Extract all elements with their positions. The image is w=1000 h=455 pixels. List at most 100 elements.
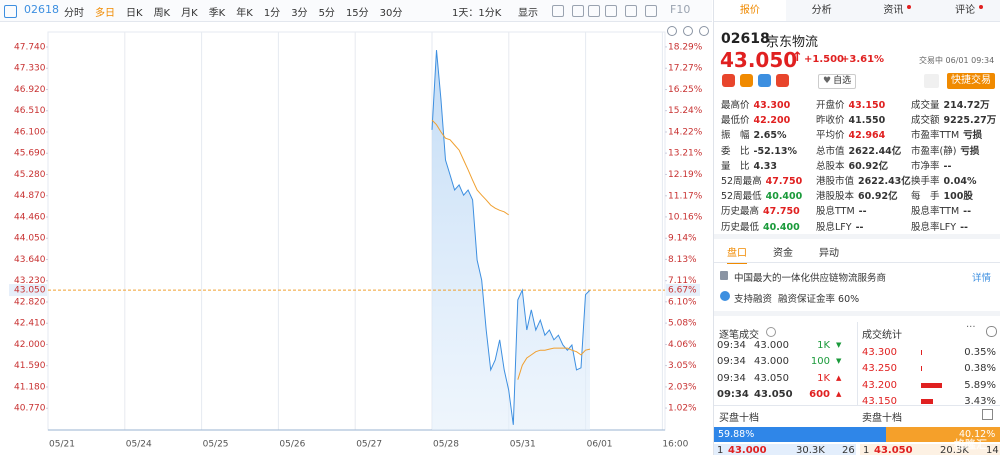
tool-icon[interactable] — [588, 5, 600, 17]
y2-tick-label: 10.16% — [668, 212, 703, 222]
volstat-row: 43.300 0.35% — [858, 345, 1000, 360]
volstat-bar — [921, 399, 933, 404]
y-tick-label: 45.690 — [14, 149, 46, 159]
sub-tab[interactable]: 异动 — [819, 248, 839, 259]
tool-icon[interactable] — [625, 5, 637, 17]
period-tab[interactable]: 季K — [208, 8, 226, 19]
stat: 市净率 -- — [911, 158, 951, 172]
stat-value: 60.92亿 — [858, 191, 898, 203]
stat: 开盘价 43.150 — [816, 97, 885, 111]
stat-label: 成交额 — [911, 115, 940, 127]
stat-value: -- — [943, 160, 952, 172]
book-cell: 43.050 — [874, 445, 913, 455]
trade-price: 43.000 — [754, 356, 789, 367]
period-tab[interactable]: 3分 — [291, 8, 308, 19]
trade-price: 43.050 — [754, 373, 789, 384]
x-tick-label: 05/26 — [279, 440, 305, 450]
margin: 支持融资 融资保证金率 60% — [734, 294, 860, 305]
stat-label: 开盘价 — [816, 100, 845, 111]
trades-list: 09:34 43.000 1K ▼ 09:34 43.000 100 ▼ 09:34 43.050… — [714, 341, 856, 403]
price-line — [431, 50, 591, 425]
volstat-row: 43.150 3.43% — [858, 394, 1000, 404]
arrow: ↑ — [792, 50, 803, 65]
divider — [714, 311, 1000, 316]
stat-label: 52周最低 — [721, 191, 762, 203]
panel-tab[interactable]: 报价 — [714, 0, 786, 21]
tool-icon[interactable] — [605, 5, 617, 17]
stat-value: 41.550 — [848, 115, 886, 127]
period-tab[interactable]: 年K — [236, 8, 253, 19]
trade-volume: 100 — [810, 356, 830, 367]
bell-button[interactable] — [924, 74, 939, 88]
volstats-title: 成交统计 — [862, 330, 902, 341]
period-tab[interactable]: 多日 — [95, 8, 115, 19]
trade-time: 09:34 — [717, 389, 749, 400]
period-select[interactable]: 1天：1分K — [452, 8, 502, 19]
divider — [714, 262, 1000, 263]
panel-tab[interactable]: 评论 — [929, 0, 1000, 21]
panel-tab[interactable]: 资讯 — [858, 0, 930, 21]
period-tab[interactable]: 日K — [126, 8, 143, 19]
sell-row: 1 43.050 20.3K 14 — [860, 444, 1000, 455]
period-tab[interactable]: 分时 — [64, 8, 84, 19]
period-tab[interactable]: 1分 — [263, 8, 281, 19]
detail-link[interactable]: 详情 — [972, 273, 992, 284]
stat-value: 4.33 — [753, 160, 777, 172]
buy-pct: 59.88% — [718, 429, 755, 440]
trade-side: ▲ — [836, 374, 842, 382]
zoom-icon — [683, 26, 693, 36]
expand-icon[interactable] — [986, 326, 997, 337]
stat: 港股股本 60.92亿 — [816, 188, 898, 202]
stat-value: 9225.27万 — [943, 115, 997, 127]
more-icon: ··· — [966, 322, 976, 333]
tool-icon[interactable] — [552, 5, 564, 17]
tool-icon[interactable] — [572, 5, 584, 17]
quick-trade[interactable]: 快捷交易 — [947, 73, 995, 89]
y2-tick-label: 9.14% — [668, 234, 697, 244]
watch-button[interactable]: ♥ 自选 — [818, 74, 857, 89]
sub-tab[interactable]: 资金 — [773, 248, 793, 259]
stat-label: 成交量 — [911, 100, 940, 111]
y2-tick-label: 12.19% — [668, 170, 703, 180]
trade-volume: 1K — [817, 373, 830, 384]
y-tick-label: 44.460 — [14, 212, 46, 222]
period-tab[interactable]: 5分 — [318, 8, 335, 19]
stat-label: 每 手 — [911, 191, 940, 203]
stock-code: 02618 — [24, 3, 59, 16]
y-tick-label: 41.590 — [14, 361, 46, 371]
stat-value: 亏损 — [960, 145, 980, 157]
y-tick-label: 43.640 — [14, 255, 46, 265]
stat-value: 40.400 — [765, 191, 803, 203]
y2-tick-label: 5.08% — [668, 319, 697, 329]
f10-button[interactable]: F10 — [670, 3, 691, 16]
quote-panel: 报价 分析 资讯 评论 02618 京东物流 43.050 ↑ +1.500 +3.61% 交易中 … — [713, 0, 1000, 455]
tool-icon[interactable] — [645, 5, 657, 17]
name: 京东物流 — [766, 35, 819, 50]
trade-side: ▼ — [836, 341, 842, 349]
display-menu[interactable]: 显示 — [518, 8, 538, 19]
period-tab[interactable]: 15分 — [345, 8, 369, 19]
y-tick-label: 46.920 — [14, 85, 46, 95]
period-tab[interactable]: 周K — [153, 8, 171, 19]
divider — [714, 405, 1000, 406]
panel-tab[interactable]: 分析 — [811, 5, 832, 16]
book-icon[interactable] — [982, 409, 993, 420]
trade-time: 09:34 — [717, 341, 746, 351]
stat-value: -- — [858, 206, 867, 218]
book-cell: 1 — [863, 445, 870, 455]
stat: 换手率 0.04% — [911, 173, 976, 187]
sub-tab[interactable]: 盘口 — [727, 244, 747, 264]
y-tick-label: 40.770 — [14, 404, 46, 414]
price: 43.050 — [720, 48, 798, 72]
panel-tabs: 报价 分析 资讯 评论 — [714, 0, 1000, 22]
period-tab[interactable]: 30分 — [379, 8, 403, 19]
price-area — [432, 50, 590, 430]
stat-value: -- — [855, 221, 864, 233]
buy-title: 买盘十档 — [719, 413, 759, 424]
trade-volume: 600 — [809, 389, 830, 400]
period-tab[interactable]: 月K — [181, 8, 198, 19]
book-cell: 43.000 — [728, 445, 767, 455]
stat-label: 港股市值 — [816, 176, 855, 187]
stat-label: 市盈率(静) — [911, 145, 957, 157]
stat-label: 总市值 — [816, 145, 845, 157]
